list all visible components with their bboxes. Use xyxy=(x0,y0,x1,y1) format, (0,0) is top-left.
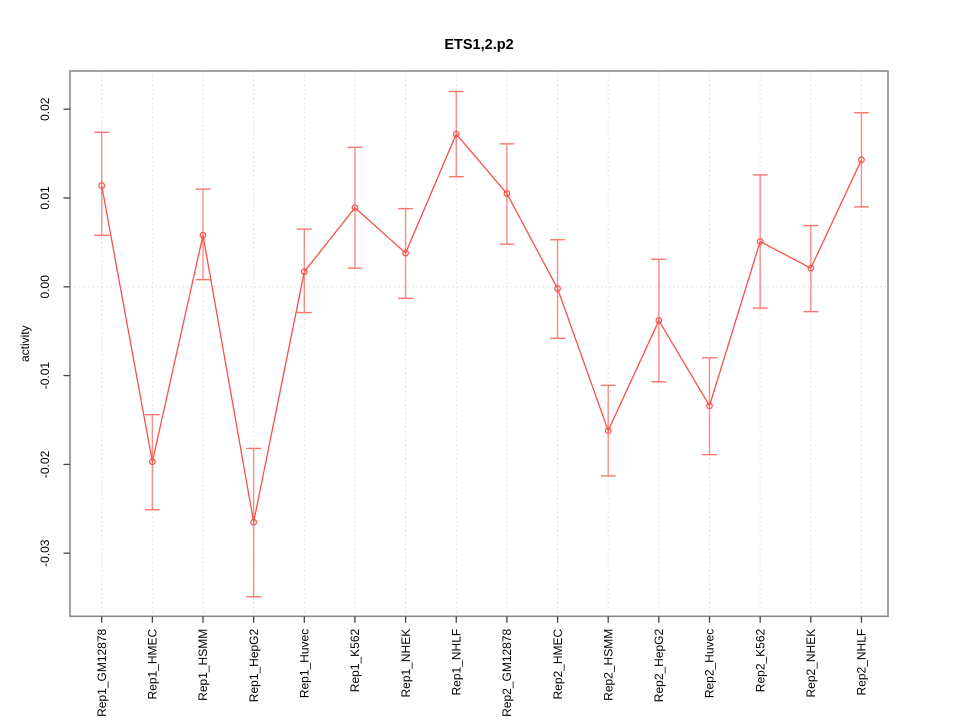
x-tick-label: Rep1_GM12878 xyxy=(95,628,109,716)
data-point-marker xyxy=(858,156,865,164)
data-point-marker xyxy=(199,231,207,239)
data-point-marker xyxy=(503,190,511,197)
x-tick-label: Rep2_HepG2 xyxy=(652,628,666,702)
x-tick-label: Rep1_HSMM xyxy=(196,629,210,701)
x-tick-label: Rep2_GM12878 xyxy=(500,628,514,716)
data-point-marker xyxy=(604,427,612,435)
x-tick-label: Rep2_K562 xyxy=(753,628,767,692)
data-point-marker xyxy=(148,458,156,466)
x-tick-label: Rep1_K562 xyxy=(348,628,362,692)
x-tick-label: Rep2_NHEK xyxy=(804,629,818,698)
x-tick-label: Rep2_HSMM xyxy=(601,629,615,701)
y-axis-label: activity xyxy=(18,325,32,362)
x-tick-label: Rep1_NHEK xyxy=(399,629,413,698)
y-tick-label: -0.02 xyxy=(38,450,52,478)
data-point-marker xyxy=(402,249,410,257)
data-point-marker xyxy=(98,182,106,189)
data-point-marker xyxy=(807,264,815,272)
x-tick-label: Rep1_NHLF xyxy=(449,629,463,696)
data-point-marker xyxy=(300,268,308,276)
y-tick-label: -0.03 xyxy=(38,539,52,567)
x-tick-label: Rep2_NHLF xyxy=(855,629,869,696)
chart-title: ETS1,2.p2 xyxy=(444,37,513,53)
data-point-marker xyxy=(250,518,258,526)
series-line xyxy=(101,133,863,523)
y-tick-label: 0.00 xyxy=(38,275,52,299)
data-point-marker xyxy=(655,317,663,324)
x-tick-label: Rep2_HMEC xyxy=(551,628,565,699)
y-tick-label: 0.01 xyxy=(38,186,52,210)
y-tick-label: 0.02 xyxy=(38,97,52,121)
x-tick-label: Rep1_HepG2 xyxy=(247,628,261,702)
data-point-marker xyxy=(706,402,713,410)
x-tick-label: Rep1_Huvec xyxy=(298,629,312,698)
x-tick-label: Rep1_HMEC xyxy=(146,628,160,699)
y-tick-label: -0.01 xyxy=(38,362,52,390)
data-point-marker xyxy=(554,285,561,292)
plot-box xyxy=(69,70,889,618)
data-point-marker xyxy=(452,130,460,138)
x-tick-label: Rep2_Huvec xyxy=(703,629,717,698)
data-point-marker xyxy=(756,238,764,245)
data-point-marker xyxy=(351,204,359,212)
